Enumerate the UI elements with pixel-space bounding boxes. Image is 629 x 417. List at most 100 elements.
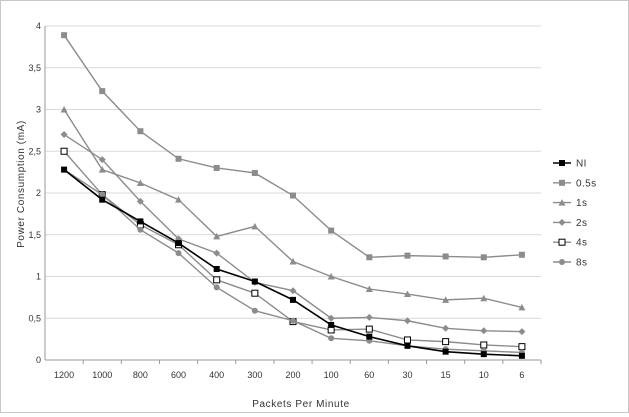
data-point-2s — [213, 249, 221, 257]
data-point-2s — [403, 317, 411, 325]
data-point-8s — [175, 250, 182, 257]
x-tick-label: 600 — [171, 370, 186, 380]
data-point-ni — [442, 348, 449, 355]
data-point-ni — [366, 333, 373, 340]
y-tick-label: 3,5 — [28, 63, 41, 73]
data-point-1s — [136, 179, 144, 186]
data-point-8s — [99, 191, 106, 198]
y-tick-label: 4 — [36, 21, 41, 31]
data-point-1s — [480, 294, 488, 302]
legend-item-ni: NI — [553, 159, 587, 170]
data-point-0-5s — [442, 253, 449, 260]
data-point-0-5s — [213, 164, 220, 171]
legend-swatch-marker — [558, 218, 566, 226]
series-line-1s — [63, 109, 523, 309]
data-point-0-5s — [480, 254, 487, 261]
data-point-8s — [213, 284, 220, 291]
data-point-0-5s — [137, 128, 144, 135]
x-tick-label: 10 — [479, 370, 489, 380]
data-point-2s — [60, 131, 68, 139]
data-point-4s — [518, 343, 526, 351]
data-point-8s — [137, 226, 144, 233]
x-tick-label: 200 — [285, 370, 300, 380]
y-tick-label: 2 — [36, 188, 41, 198]
data-point-ni — [61, 166, 68, 173]
legend-swatch-marker — [558, 238, 566, 246]
data-point-1s — [327, 273, 335, 280]
data-point-0-5s — [99, 88, 106, 95]
x-tick-label: 6 — [519, 370, 524, 380]
series-group — [60, 32, 526, 359]
data-point-1s — [442, 296, 450, 303]
data-point-2s — [442, 324, 450, 332]
data-point-ni — [175, 240, 182, 247]
data-point-2s — [98, 156, 106, 164]
legend: NI 0.5s 1s 2s 4s 8s — [553, 159, 597, 269]
data-point-1s — [60, 106, 68, 113]
data-point-ni — [99, 196, 106, 203]
x-tick-label: 100 — [324, 370, 339, 380]
data-point-2s — [365, 313, 373, 321]
legend-label: 1s — [576, 198, 587, 209]
data-point-4s — [251, 289, 259, 297]
data-point-2s — [289, 287, 297, 295]
data-point-2s — [518, 328, 526, 336]
data-point-ni — [137, 218, 144, 225]
series-0-5s — [61, 32, 525, 261]
data-point-1s — [365, 285, 373, 293]
x-tick-label: 1000 — [92, 370, 112, 380]
data-point-0-5s — [290, 192, 296, 199]
x-tick-label: 300 — [247, 370, 262, 380]
y-tick-label: 0,5 — [28, 313, 41, 323]
data-point-ni — [251, 278, 258, 285]
data-point-1s — [403, 290, 411, 298]
data-point-ni — [404, 342, 411, 349]
data-point-0-5s — [61, 32, 68, 39]
data-point-8s — [251, 307, 258, 314]
data-point-1s — [175, 196, 183, 203]
data-point-2s — [136, 197, 144, 205]
data-point-4s — [365, 325, 373, 333]
data-point-1s — [251, 222, 259, 230]
legend-item-8s: 8s — [553, 258, 587, 269]
legend-swatch-marker — [559, 160, 565, 166]
data-point-0-5s — [404, 252, 411, 259]
x-axis-title: Packets Per Minute — [252, 399, 350, 410]
legend-item-4s: 4s — [553, 238, 587, 249]
legend-swatch-marker — [558, 199, 566, 206]
series-ni — [61, 166, 525, 359]
x-tick-label: 800 — [133, 370, 148, 380]
legend-item-1s: 1s — [553, 198, 587, 209]
series-line-0-5s — [63, 34, 522, 259]
legend-swatch-marker — [559, 179, 565, 186]
gridlines — [45, 25, 541, 319]
series-1s — [60, 106, 526, 311]
data-point-0-5s — [328, 227, 335, 234]
legend-label: 4s — [576, 238, 587, 249]
x-tick-label: 400 — [209, 370, 224, 380]
data-point-4s — [213, 276, 221, 284]
data-point-0-5s — [175, 155, 182, 162]
legend-item-0-5s: 0.5s — [553, 178, 597, 189]
data-point-2s — [327, 314, 335, 322]
y-tick-label: 2,5 — [28, 146, 41, 156]
y-tick-label: 1 — [36, 272, 41, 282]
legend-label: 8s — [576, 258, 587, 269]
data-point-ni — [290, 296, 296, 303]
x-tick-label: 15 — [441, 370, 451, 380]
data-point-1s — [213, 232, 221, 240]
x-tick-label: 30 — [402, 370, 412, 380]
data-point-0-5s — [251, 169, 258, 176]
data-point-1s — [518, 303, 526, 311]
series-2s — [60, 131, 526, 336]
data-point-8s — [328, 335, 335, 342]
y-tick-label: 3 — [36, 105, 41, 115]
legend-label: 0.5s — [576, 178, 597, 189]
data-point-ni — [328, 321, 335, 328]
legend-swatch-marker — [559, 259, 565, 265]
legend-label: NI — [576, 159, 587, 170]
data-point-ni — [480, 351, 487, 358]
data-point-1s — [98, 166, 106, 173]
